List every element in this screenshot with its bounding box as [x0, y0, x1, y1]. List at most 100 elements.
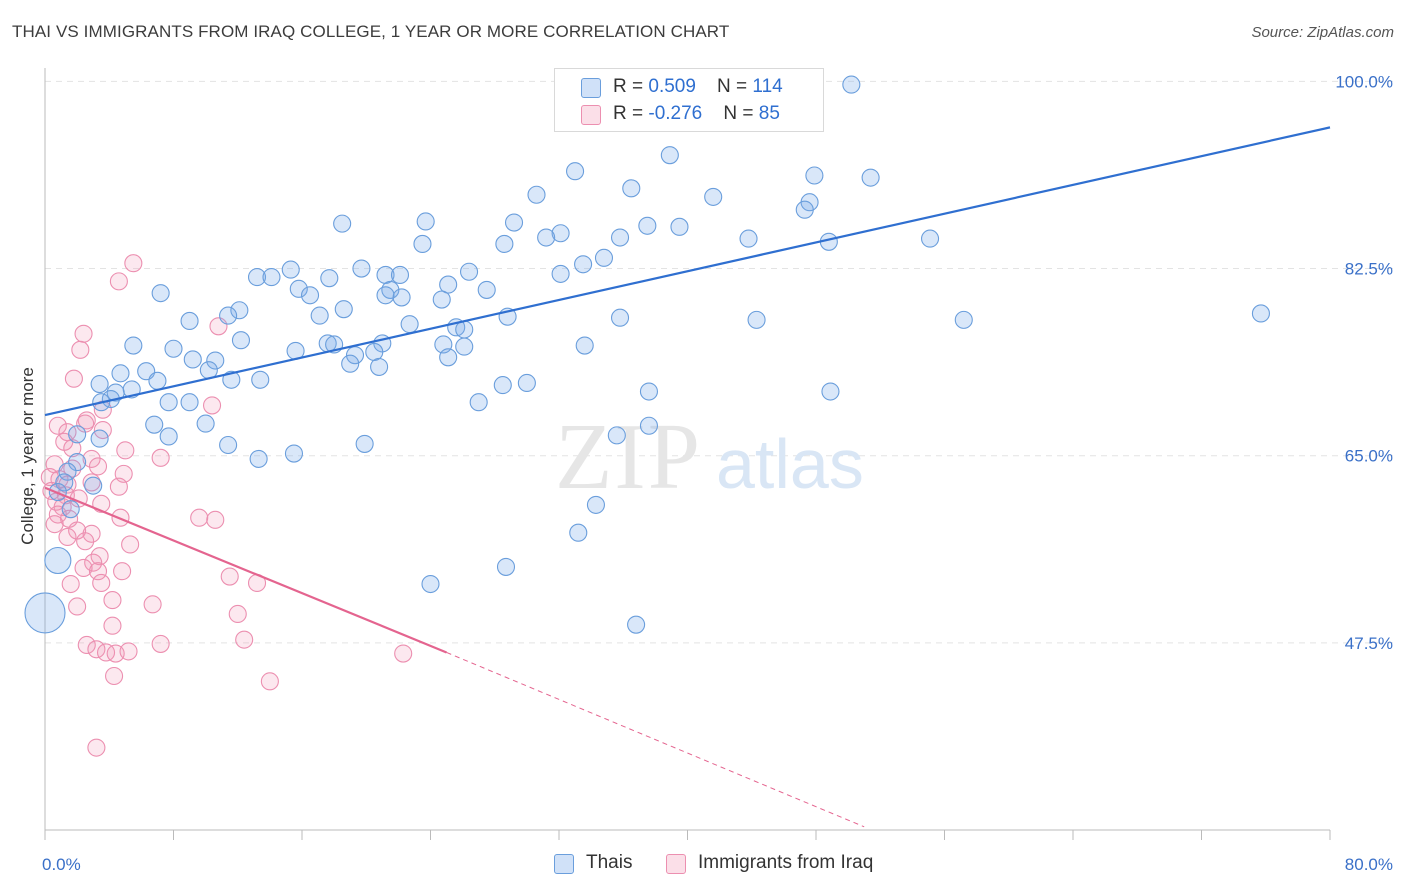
thais-point	[334, 300, 353, 319]
thais-point	[231, 331, 251, 350]
legend-label-iraq: Immigrants from Iraq	[698, 852, 874, 873]
iraq-point	[77, 635, 96, 655]
thais-point	[262, 268, 281, 287]
thais-point	[607, 426, 626, 445]
thais-point	[251, 370, 270, 389]
thais-point	[954, 310, 973, 329]
thais-point	[739, 229, 758, 248]
source-label: Source: ZipAtlas.com	[1251, 24, 1394, 41]
thais-point	[376, 286, 395, 305]
iraq-point	[121, 535, 140, 554]
thais-point	[381, 280, 400, 299]
thais-point	[439, 348, 458, 367]
thais-point	[1251, 304, 1270, 323]
thais-point	[68, 453, 87, 472]
thais-point	[842, 75, 861, 94]
thais-point	[320, 269, 339, 288]
thais-point	[151, 284, 170, 303]
thais-point	[527, 185, 546, 204]
iraq-point	[116, 441, 135, 460]
thais-point	[365, 342, 384, 362]
thais-point	[821, 382, 840, 401]
iraq-point	[235, 630, 254, 649]
iraq-point	[206, 510, 225, 529]
thais-point	[222, 370, 241, 389]
thais-point	[575, 336, 594, 355]
thais-point	[622, 179, 641, 198]
y-tick-label: 65.0%	[1345, 447, 1393, 466]
iraq-point	[82, 473, 101, 492]
iraq-point	[109, 272, 128, 291]
thais-point	[206, 351, 225, 370]
iraq-point	[82, 524, 101, 543]
thais-point	[495, 234, 514, 253]
thais-point	[68, 425, 87, 444]
thais-point	[920, 229, 940, 248]
thais-point	[310, 306, 329, 325]
trend-lines	[44, 126, 1331, 828]
iraq-point	[87, 738, 106, 757]
thais-point	[504, 213, 524, 232]
thais-point	[111, 364, 130, 383]
y-tick-label: 82.5%	[1345, 260, 1393, 279]
thais-point	[421, 574, 440, 594]
thais-point	[196, 414, 215, 433]
thais-point	[413, 234, 432, 253]
thais-point-cluster	[24, 592, 66, 634]
thais-point	[586, 495, 605, 514]
iraq-point	[220, 567, 239, 586]
thais-point	[439, 275, 458, 294]
iraq-point	[64, 369, 83, 388]
iraq-point	[105, 666, 124, 686]
legend-label-thais: Thais	[586, 852, 633, 873]
thais-point	[795, 200, 814, 219]
r-value-thais: 0.509	[648, 76, 696, 97]
thais-point	[341, 354, 360, 373]
thais-point	[300, 286, 320, 305]
thais-point	[159, 427, 178, 446]
iraq-point	[63, 439, 82, 458]
iraq-point	[96, 643, 116, 662]
n-value-thais: 114	[752, 76, 783, 97]
iraq-point	[61, 574, 80, 594]
grid-lines	[45, 80, 1395, 644]
thais-point	[370, 357, 389, 376]
thais-point	[660, 146, 679, 165]
thais-point	[55, 473, 74, 492]
iraq-point	[74, 324, 93, 343]
thais-point	[432, 290, 451, 309]
x-tick-label: 80.0%	[1345, 855, 1393, 874]
thais-point	[284, 444, 304, 463]
y-tick-label: 100.0%	[1335, 72, 1393, 91]
thais-point	[392, 288, 411, 307]
x-tick-label: 0.0%	[42, 855, 81, 874]
iraq-point	[45, 515, 64, 534]
iraq-point	[58, 527, 77, 547]
iraq-point	[113, 562, 132, 581]
r-value-iraq: -0.276	[648, 103, 703, 124]
iraq-point	[87, 640, 106, 659]
thais-point	[281, 260, 300, 279]
iraq-point	[71, 340, 90, 359]
thais-point	[569, 523, 588, 542]
thais-point	[639, 382, 659, 401]
thais-point	[805, 166, 824, 185]
iraq-swatch	[581, 105, 601, 125]
thais-point	[180, 393, 199, 412]
thais-point	[551, 264, 570, 283]
axes	[44, 68, 1331, 840]
thais-point	[610, 308, 630, 327]
thais-trend-line	[44, 126, 1331, 417]
thais-point	[390, 265, 410, 285]
iraq-point	[48, 416, 67, 435]
thais-point	[180, 311, 199, 330]
thais-point	[493, 376, 512, 395]
n-label: N =	[723, 103, 759, 124]
iraq-point	[103, 591, 122, 610]
thais-point	[333, 214, 352, 233]
r-label: R =	[613, 103, 649, 124]
thais-point	[84, 476, 103, 495]
thais-point	[747, 310, 766, 329]
watermark-atlas: atlas	[716, 425, 864, 503]
iraq-point	[151, 448, 170, 467]
